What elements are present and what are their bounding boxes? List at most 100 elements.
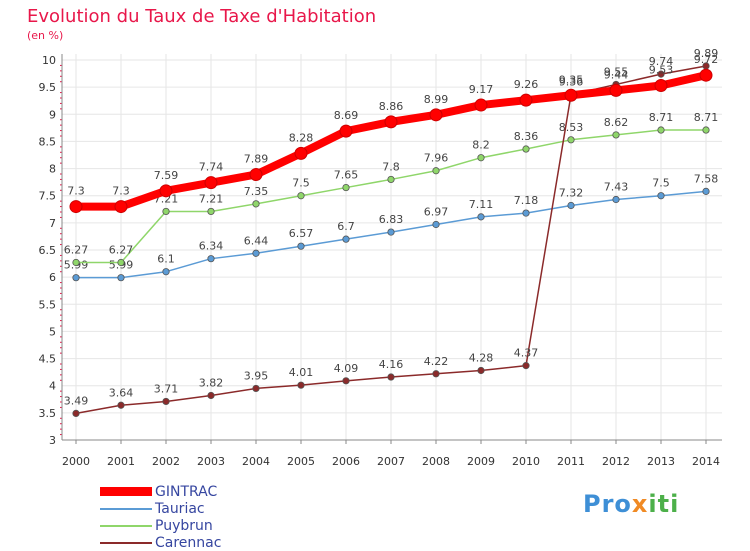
x-tick-label: 2002 — [152, 455, 180, 468]
data-label-tauriac: 7.18 — [514, 194, 539, 207]
x-tick-label: 2008 — [422, 455, 450, 468]
data-point-puybrun — [522, 145, 530, 153]
data-point-puybrun — [117, 258, 125, 267]
data-point-tauriac — [567, 201, 575, 210]
data-label-puybrun: 8.2 — [472, 139, 490, 152]
data-label-tauriac: 6.34 — [199, 240, 224, 253]
data-label-tauriac: 6.7 — [337, 220, 355, 233]
data-label-carennac: 4.16 — [379, 358, 404, 371]
data-label-puybrun: 8.53 — [559, 121, 584, 134]
data-point-tauriac — [117, 274, 125, 282]
data-label-gintrac: 8.86 — [379, 100, 404, 113]
data-point-puybrun — [702, 126, 710, 134]
data-label-carennac: 4.01 — [289, 366, 314, 379]
proxiti-logo: Proxiti — [583, 490, 679, 518]
data-point-carennac — [117, 401, 125, 409]
data-point-puybrun — [567, 136, 575, 144]
data-point-tauriac — [162, 268, 170, 276]
data-label-gintrac: 7.3 — [112, 185, 130, 198]
data-point-gintrac — [609, 83, 623, 97]
x-tick-label: 2001 — [107, 455, 135, 468]
legend-item-puybrun: Puybrun — [100, 517, 221, 534]
data-point-tauriac — [477, 213, 485, 221]
data-label-tauriac: 7.11 — [469, 198, 494, 211]
data-point-gintrac — [294, 146, 308, 160]
data-point-carennac — [72, 409, 80, 417]
data-point-puybrun — [432, 167, 440, 175]
data-label-carennac: 3.71 — [154, 382, 179, 395]
data-label-tauriac: 6.83 — [379, 213, 404, 226]
x-tick-label: 2011 — [557, 455, 585, 468]
data-point-carennac — [342, 377, 350, 385]
x-tick-label: 2003 — [197, 455, 225, 468]
legend-label-puybrun: Puybrun — [155, 517, 213, 534]
data-label-tauriac: 6.1 — [157, 253, 175, 266]
x-tick-label: 2006 — [332, 455, 360, 468]
y-tick-label: 3 — [49, 434, 56, 447]
data-point-gintrac — [429, 108, 443, 122]
data-label-gintrac: 9.44 — [604, 68, 629, 81]
data-point-gintrac — [519, 93, 533, 107]
x-tick-label: 2005 — [287, 455, 315, 468]
data-label-tauriac: 6.44 — [244, 234, 269, 247]
y-tick-label: 3.5 — [39, 407, 57, 420]
data-point-carennac — [207, 391, 215, 400]
x-tick-label: 2007 — [377, 455, 405, 468]
data-label-carennac: 4.28 — [469, 352, 494, 365]
data-label-gintrac: 9.17 — [469, 83, 494, 96]
x-tick-label: 2010 — [512, 455, 540, 468]
data-label-gintrac: 9.35 — [559, 73, 584, 86]
data-point-tauriac — [657, 192, 665, 200]
data-point-tauriac — [207, 255, 215, 263]
data-label-gintrac: 8.28 — [289, 131, 314, 144]
data-point-gintrac — [159, 184, 173, 198]
data-point-puybrun — [297, 192, 305, 200]
x-tick-label: 2014 — [692, 455, 720, 468]
legend-label-gintrac: GINTRAC — [155, 483, 218, 500]
data-label-carennac: 4.37 — [514, 347, 539, 360]
data-label-carennac: 4.22 — [424, 355, 449, 368]
data-label-gintrac: 9.53 — [649, 64, 674, 77]
y-tick-label: 5 — [49, 325, 56, 338]
data-point-tauriac — [432, 220, 440, 229]
data-label-puybrun: 6.27 — [64, 243, 89, 256]
y-tick-label: 7 — [49, 217, 56, 230]
legend-label-carennac: Carennac — [155, 534, 222, 551]
data-point-tauriac — [387, 228, 395, 236]
data-point-gintrac — [204, 176, 218, 190]
data-label-carennac: 3.82 — [199, 376, 224, 389]
data-point-puybrun — [342, 183, 350, 192]
data-label-gintrac: 8.99 — [424, 93, 449, 106]
data-point-puybrun — [72, 258, 80, 267]
data-point-puybrun — [657, 126, 665, 134]
x-tick-label: 2013 — [647, 455, 675, 468]
x-tick-label: 2004 — [242, 455, 270, 468]
data-point-gintrac — [69, 200, 83, 214]
data-label-carennac: 9.74 — [649, 55, 674, 68]
data-point-gintrac — [654, 79, 668, 93]
data-point-puybrun — [207, 207, 215, 216]
data-label-tauriac: 7.5 — [652, 177, 670, 190]
logo-part-2: x — [631, 490, 649, 518]
y-tick-label: 6.5 — [39, 244, 57, 257]
data-label-puybrun: 8.71 — [649, 111, 674, 124]
data-label-gintrac: 7.89 — [244, 153, 269, 166]
data-point-tauriac — [72, 274, 80, 282]
logo-part-3: iti — [648, 490, 680, 518]
data-label-carennac: 9.89 — [694, 47, 719, 60]
data-point-puybrun — [612, 131, 620, 139]
data-point-puybrun — [252, 200, 260, 208]
data-label-puybrun: 8.71 — [694, 111, 719, 124]
y-tick-label: 4 — [49, 380, 56, 393]
data-point-carennac — [522, 362, 530, 370]
x-tick-label: 2009 — [467, 455, 495, 468]
data-label-puybrun: 8.36 — [514, 130, 539, 143]
logo-part-1: Pro — [583, 490, 632, 518]
data-label-gintrac: 7.3 — [67, 185, 85, 198]
legend-item-carennac: Carennac — [100, 534, 221, 551]
data-point-gintrac — [384, 115, 398, 129]
data-point-carennac — [657, 70, 665, 78]
y-tick-label: 6 — [49, 271, 56, 284]
data-label-gintrac: 7.59 — [154, 169, 179, 182]
